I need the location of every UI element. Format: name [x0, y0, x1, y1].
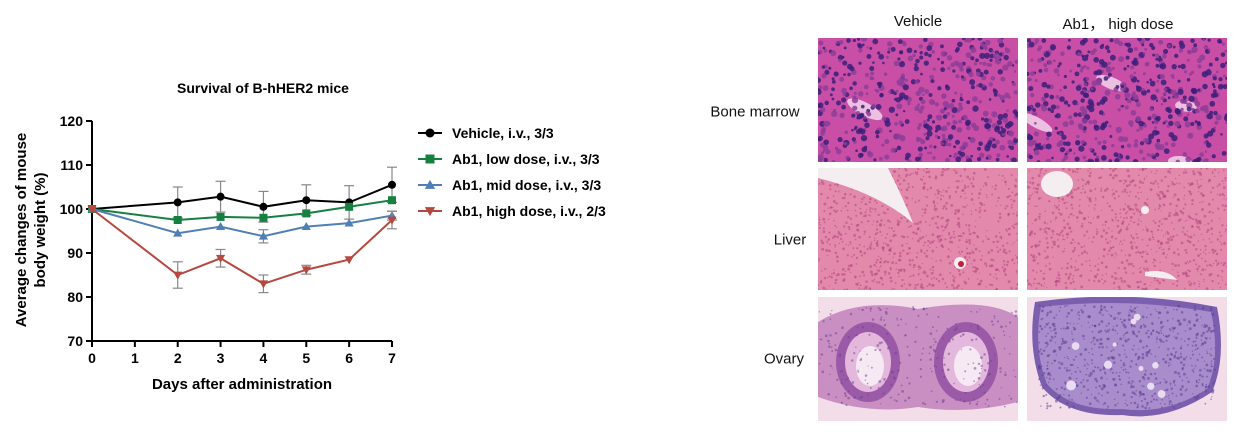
series-3 [87, 204, 397, 244]
legend-label: Vehicle, i.v., 3/3 [452, 125, 554, 141]
data-point [215, 222, 226, 230]
data-point [173, 228, 183, 237]
x-tick-label: 4 [260, 350, 268, 366]
legend-swatch-marker [425, 154, 435, 164]
data-point [173, 216, 182, 224]
data-point [301, 222, 311, 230]
y-tick-label: 70 [67, 333, 83, 349]
y-tick-label: 80 [67, 289, 83, 305]
legend-label: Ab1, mid dose, i.v., 3/3 [452, 177, 601, 193]
x-axis-label: Days after administration [152, 376, 332, 393]
y-tick-label: 100 [60, 201, 84, 217]
data-point [173, 271, 183, 280]
x-tick-label: 2 [174, 350, 182, 366]
x-tick-label: 3 [217, 350, 225, 366]
data-point [344, 218, 354, 227]
histology-image-liver-high-dose [1027, 168, 1227, 290]
legend-swatch-marker [424, 179, 436, 189]
legend-item-2: Ab1, low dose, i.v., 3/3 [418, 151, 600, 167]
x-tick-label: 6 [345, 350, 353, 366]
data-point [302, 209, 311, 218]
column-label-high-dose: Ab1， high dose [1062, 16, 1174, 33]
data-point [216, 192, 225, 201]
data-point [388, 196, 396, 205]
data-point [344, 256, 354, 265]
row-label-bone-marrow: Bone marrow [710, 103, 800, 121]
legend-swatch-marker [425, 128, 435, 138]
data-point [173, 198, 182, 207]
legend-label: Ab1, high dose, i.v., 2/3 [452, 203, 606, 219]
y-tick-label: 90 [67, 245, 83, 261]
x-tick-label: 5 [302, 350, 310, 366]
row-label-ovary: Ovary [763, 350, 805, 368]
legend-label: Ab1, low dose, i.v., 3/3 [452, 151, 600, 167]
histology-image-ovary-vehicle [818, 297, 1018, 421]
x-tick-label: 7 [388, 350, 396, 366]
histology-image-bone-marrow-vehicle [818, 38, 1018, 162]
histology-image-ovary-high-dose [1027, 297, 1227, 421]
column-label-vehicle: Vehicle [893, 13, 943, 30]
data-point [216, 212, 225, 221]
chart-title: Survival of B-hHER2 mice [177, 80, 349, 96]
y-tick-label: 120 [60, 113, 84, 129]
line-chart: Survival of B-hHER2 mice 708090100110120… [13, 80, 606, 393]
data-point [345, 202, 354, 211]
data-point [259, 202, 268, 211]
data-point [215, 254, 226, 263]
chart-series [87, 166, 397, 294]
legend-item-4: Ab1, high dose, i.v., 2/3 [418, 203, 606, 219]
row-label-liver: Liver [773, 231, 807, 249]
legend-item-1: Vehicle, i.v., 3/3 [418, 125, 554, 141]
data-point [387, 216, 397, 225]
histology-image-bone-marrow-high-dose [1027, 38, 1227, 162]
data-point [302, 196, 311, 205]
y-axis-label-line-2: body weight (%) [32, 173, 49, 288]
chart-axes: 70 80 90 100 110 120 0 1 2 3 4 5 6 7 [60, 113, 396, 366]
x-tick-label: 1 [131, 350, 139, 366]
data-point [87, 205, 97, 214]
histology-image-liver-vehicle [818, 168, 1018, 290]
chart-legend: Vehicle, i.v., 3/3 Ab1, low dose, i.v., 3… [418, 125, 606, 219]
data-point [259, 213, 268, 222]
data-point [258, 231, 269, 240]
y-tick-label: 110 [60, 157, 83, 173]
data-point [301, 266, 311, 275]
series-4 [87, 205, 397, 294]
y-axis-label-line-1: Average changes of mouse [13, 133, 30, 328]
series-line [91, 208, 393, 285]
x-tick-label: 0 [88, 350, 96, 366]
legend-swatch-marker [424, 207, 436, 217]
data-point [258, 280, 269, 289]
legend-item-3: Ab1, mid dose, i.v., 3/3 [418, 177, 601, 193]
data-point [388, 180, 396, 189]
